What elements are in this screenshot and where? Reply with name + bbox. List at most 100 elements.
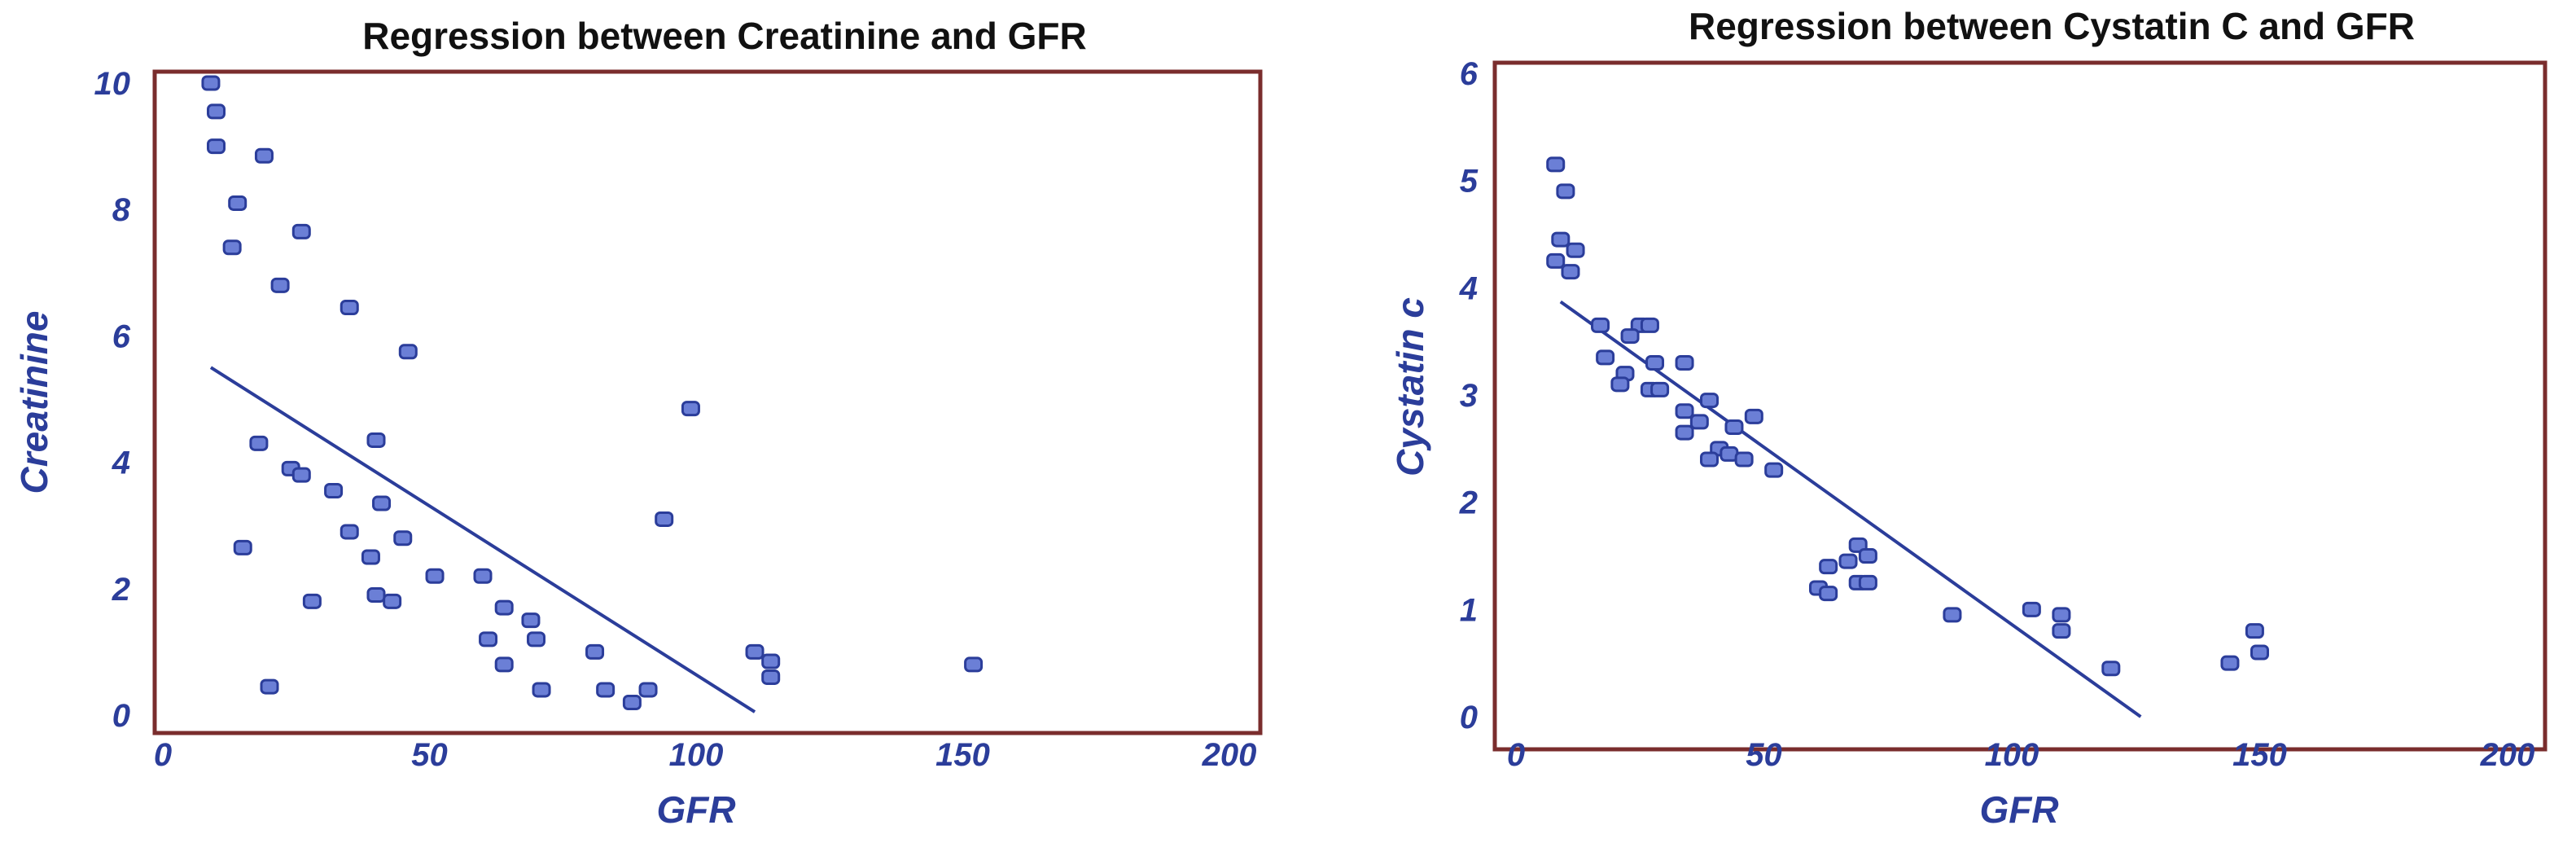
data-point xyxy=(393,530,413,547)
data-point xyxy=(425,568,445,584)
data-point xyxy=(324,483,344,499)
data-point xyxy=(761,669,781,685)
regression-line xyxy=(209,366,756,713)
data-point xyxy=(1675,424,1694,441)
x-tick-label: 150 xyxy=(2232,737,2287,773)
y-tick-label: 1 xyxy=(1460,592,1478,628)
data-point xyxy=(1764,462,1784,478)
y-tick-label: 10 xyxy=(94,66,131,102)
data-point xyxy=(1819,559,1838,575)
y-axis-label: Cystatin c xyxy=(1389,297,1431,476)
data-point xyxy=(1610,376,1630,393)
data-point xyxy=(398,344,418,360)
data-point xyxy=(1561,264,1580,280)
data-point xyxy=(1591,317,1610,333)
data-point xyxy=(681,401,700,417)
y-tick-label: 3 xyxy=(1460,378,1478,414)
data-point xyxy=(2052,623,2071,639)
data-point xyxy=(1640,317,1659,333)
data-point xyxy=(383,593,402,609)
data-point xyxy=(249,435,269,451)
data-point xyxy=(745,643,764,660)
data-point xyxy=(1858,548,1877,564)
x-tick-label: 0 xyxy=(1507,737,1525,773)
data-point xyxy=(207,103,226,120)
y-tick-label: 8 xyxy=(112,192,131,228)
data-point xyxy=(1689,414,1709,430)
data-point xyxy=(622,694,642,710)
data-point xyxy=(655,511,674,527)
plot-frame xyxy=(1492,60,2548,752)
data-point xyxy=(228,195,248,211)
plot-frame xyxy=(152,69,1263,735)
data-point xyxy=(585,643,605,660)
data-point xyxy=(761,653,781,669)
data-point xyxy=(1546,156,1566,173)
data-point xyxy=(2052,607,2071,623)
chart-creatinine-gfr: Regression between Creatinine and GFR 0 5… xyxy=(13,15,1263,831)
x-tick-label: 0 xyxy=(154,737,172,773)
data-point xyxy=(638,682,658,698)
chart-title: Regression between Creatinine and GFR xyxy=(362,15,1087,57)
data-point xyxy=(233,539,252,555)
data-point xyxy=(366,587,386,604)
data-point xyxy=(1566,242,1585,258)
data-point xyxy=(270,277,290,293)
y-tick-label: 2 xyxy=(1459,485,1478,521)
data-point xyxy=(494,599,514,616)
x-tick-label: 150 xyxy=(935,737,990,773)
y-axis-label: Creatinine xyxy=(13,311,55,494)
data-point xyxy=(1734,451,1754,468)
data-point xyxy=(1744,408,1763,424)
data-point xyxy=(521,612,541,629)
data-point xyxy=(291,467,311,483)
axis-ticks: 0 50 100 150 200 0 2 4 6 8 10 xyxy=(94,66,1257,773)
data-point xyxy=(1943,607,1962,623)
y-tick-label: 0 xyxy=(1460,700,1478,735)
data-point xyxy=(532,682,551,698)
x-tick-label: 50 xyxy=(411,737,448,773)
data-point xyxy=(2250,644,2269,661)
regression-line xyxy=(1559,300,2142,718)
data-point xyxy=(1700,393,1720,409)
data-point xyxy=(2245,623,2264,639)
x-axis-label: GFR xyxy=(656,788,735,831)
data-points xyxy=(1546,156,2269,718)
data-point xyxy=(291,223,311,239)
data-point xyxy=(260,678,279,695)
data-points xyxy=(201,75,984,713)
data-point xyxy=(372,495,392,511)
data-point xyxy=(340,524,359,540)
y-tick-label: 2 xyxy=(112,572,130,608)
data-point xyxy=(494,656,514,673)
data-point xyxy=(361,549,380,565)
y-tick-label: 0 xyxy=(112,698,130,734)
y-tick-label: 6 xyxy=(1460,56,1479,92)
data-point xyxy=(222,239,242,256)
y-tick-label: 4 xyxy=(1459,270,1478,306)
x-tick-label: 100 xyxy=(1985,737,2039,773)
data-point xyxy=(1848,537,1868,553)
data-point xyxy=(1838,553,1858,569)
chart-cystatin-gfr: Regression between Cystatin C and GFR 0 5… xyxy=(1389,5,2548,831)
data-point xyxy=(596,682,616,698)
data-point xyxy=(1596,349,1615,366)
data-point xyxy=(1675,403,1694,419)
y-tick-label: 6 xyxy=(112,318,131,354)
data-point xyxy=(1650,381,1670,397)
data-point xyxy=(1620,328,1640,345)
data-point xyxy=(201,75,221,91)
data-point xyxy=(366,432,386,448)
chart-title: Regression between Cystatin C and GFR xyxy=(1689,5,2415,47)
data-point xyxy=(1700,451,1720,468)
data-point xyxy=(207,138,226,155)
data-point xyxy=(302,593,322,609)
data-point xyxy=(1675,355,1694,371)
data-point xyxy=(1556,183,1575,200)
x-tick-label: 200 xyxy=(1202,737,1257,773)
data-point xyxy=(1645,355,1665,371)
data-point xyxy=(340,299,359,315)
x-axis-label: GFR xyxy=(1979,788,2058,831)
x-tick-label: 100 xyxy=(669,737,724,773)
